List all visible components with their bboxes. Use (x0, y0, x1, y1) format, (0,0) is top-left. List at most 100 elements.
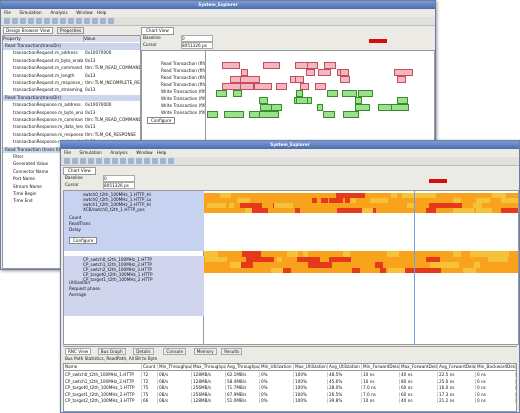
table-cell: 100% (295, 372, 328, 377)
table-cell: 75 (143, 385, 158, 390)
activity-segment (405, 267, 429, 273)
configure-button[interactable]: Configure (147, 117, 176, 124)
activity-segment (430, 262, 453, 268)
table-cell: 0B/s (159, 398, 192, 403)
bottom-tab[interactable]: Results (221, 348, 243, 355)
toolbar-button[interactable] (160, 158, 166, 164)
activity-band (204, 193, 518, 213)
menu-item[interactable]: Analysis (50, 10, 68, 15)
property-name: transactionRequest.m_streaming_width (13, 87, 83, 93)
column-header: Min_BackwardDelay (477, 364, 516, 369)
bottom-tab[interactable]: Console (163, 348, 187, 355)
transaction-block (397, 97, 408, 104)
toolbar-button[interactable] (84, 18, 90, 24)
toolbar-button[interactable] (28, 18, 34, 24)
property-name: Connector Name (13, 168, 49, 174)
table-cell: CP_swtch1_t2th_100MHz_2.HTTP (65, 378, 142, 384)
bottom-tab[interactable]: RNC View (65, 348, 92, 355)
group-item[interactable]: Average (69, 292, 87, 297)
property-name: transactionResponse.m_byte_enable_length (13, 109, 83, 115)
transaction-block (315, 83, 327, 90)
toolbar-button[interactable] (36, 18, 42, 24)
table-cell: 0B/s (159, 385, 192, 390)
toolbar-button[interactable] (60, 18, 66, 24)
activity-segment (228, 203, 235, 208)
toolbar-button[interactable] (68, 18, 74, 24)
toolbar-button[interactable] (100, 18, 106, 24)
bottom-tab[interactable]: Bus Graph (97, 348, 126, 355)
menu-item[interactable]: Simulation (79, 150, 102, 155)
activity-segment (250, 208, 269, 213)
toolbar-button[interactable] (168, 158, 174, 164)
table-cell: 21.2 ns (439, 398, 476, 403)
table-cell: 128MB/s (193, 378, 226, 384)
transaction-block (233, 90, 243, 97)
transaction-block (393, 69, 414, 76)
menu-item[interactable]: Help (156, 150, 167, 155)
menu-item[interactable]: Analysis (110, 150, 128, 155)
tab[interactable]: Properties (57, 27, 85, 34)
toolbar-button[interactable] (136, 158, 142, 164)
toolbar-button[interactable] (4, 18, 10, 24)
group-item[interactable]: Count (69, 215, 82, 220)
toolbar-button[interactable] (88, 158, 94, 164)
toolbar-button[interactable] (52, 18, 58, 24)
table-cell: 45.6% (329, 378, 362, 384)
toolbar-button[interactable] (64, 158, 70, 164)
table-cell: 0B/s (159, 378, 192, 384)
table-cell: 100% (295, 385, 328, 390)
toolbar-button[interactable] (20, 18, 26, 24)
toolbar-button[interactable] (12, 18, 18, 24)
toolbar-button[interactable] (80, 158, 86, 164)
toolbar-button[interactable] (96, 158, 102, 164)
column-header: Max_Throughput (193, 364, 226, 369)
toolbar-button[interactable] (92, 18, 98, 24)
toolbar-button[interactable] (108, 18, 114, 24)
activity-segment (270, 267, 283, 273)
transaction-block (342, 90, 358, 97)
toolbar-button[interactable] (144, 158, 150, 164)
menu-item[interactable]: File (64, 150, 72, 155)
toolbar-button[interactable] (104, 158, 110, 164)
transaction-block (354, 97, 363, 104)
activity-segment (303, 251, 308, 257)
transaction-block (323, 62, 336, 69)
bottom-tab[interactable]: Details (133, 348, 154, 355)
signal-name: XCB/swtch0_t2th_1.HTTP_pos (83, 207, 145, 212)
cursor-value: 8051326 ps (181, 42, 213, 49)
activity-segment (500, 208, 518, 213)
table-cell: 51.0MB/s (227, 398, 260, 403)
table-cell: 25.0 ns (439, 378, 476, 384)
chart-tab[interactable]: Chart View (63, 167, 96, 175)
signal-name: Write Transaction (fifo 0) (161, 89, 205, 94)
group-item[interactable]: ReadTrans (69, 221, 91, 226)
toolbar-button[interactable] (152, 158, 158, 164)
bottom-tab[interactable]: Memory (193, 348, 217, 355)
group-item[interactable]: Request phase (69, 286, 100, 291)
menu-item[interactable]: Window (136, 150, 153, 155)
toolbar-button[interactable] (120, 158, 126, 164)
toolbar-button[interactable] (128, 158, 134, 164)
transaction-block (296, 90, 304, 97)
group-item[interactable]: Utilization (69, 280, 90, 285)
toolbar-button[interactable] (72, 158, 78, 164)
toolbar-button[interactable] (44, 18, 50, 24)
baseline-label: Baseline (65, 175, 83, 180)
transaction-block (326, 90, 339, 97)
property-value: 0x13 (85, 72, 96, 78)
menu-item[interactable]: Help (96, 10, 107, 15)
chart-tab[interactable]: Chart View (141, 27, 174, 35)
column-header: Property (3, 36, 84, 42)
tab[interactable]: Design Browser View (3, 27, 54, 34)
column-header: Max_Utilization (295, 364, 328, 369)
activity-segment (230, 262, 241, 268)
toolbar-button[interactable] (112, 158, 118, 164)
menu-item[interactable]: Simulation (19, 10, 42, 15)
toolbar-button[interactable] (76, 18, 82, 24)
group-item[interactable]: Delay (69, 227, 82, 232)
table-cell: 256MB/s (193, 385, 226, 390)
menu-item[interactable]: Window (76, 10, 93, 15)
activity-segment (277, 256, 283, 262)
configure-button[interactable]: Configure (69, 237, 98, 244)
menu-item[interactable]: File (4, 10, 12, 15)
